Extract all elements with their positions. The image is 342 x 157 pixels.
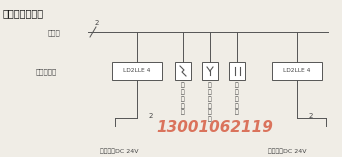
Text: 二总线: 二总线 <box>48 30 61 36</box>
Text: 联动电源DC 24V: 联动电源DC 24V <box>100 148 139 154</box>
Bar <box>112 62 162 80</box>
Bar <box>175 62 191 80</box>
Text: 手
动
报
警
按
钮: 手 动 报 警 按 钮 <box>208 82 212 122</box>
Text: 感
温
探
测
器: 感 温 探 测 器 <box>235 82 239 116</box>
Text: 2: 2 <box>95 20 99 26</box>
Text: 感
烟
探
测
器: 感 烟 探 测 器 <box>181 82 185 116</box>
Text: 2: 2 <box>149 113 153 119</box>
Text: 火灾显示盘: 火灾显示盘 <box>36 69 57 75</box>
Bar <box>229 62 245 80</box>
Text: 2: 2 <box>309 113 313 119</box>
Text: LD2LLE 4: LD2LLE 4 <box>123 68 151 73</box>
Text: 13001062119: 13001062119 <box>157 121 274 135</box>
Text: 系统连接方式：: 系统连接方式： <box>3 8 44 18</box>
Bar <box>202 62 218 80</box>
Bar <box>272 62 322 80</box>
Text: LD2LLE 4: LD2LLE 4 <box>283 68 311 73</box>
Text: 联动电源DC 24V: 联动电源DC 24V <box>268 148 306 154</box>
